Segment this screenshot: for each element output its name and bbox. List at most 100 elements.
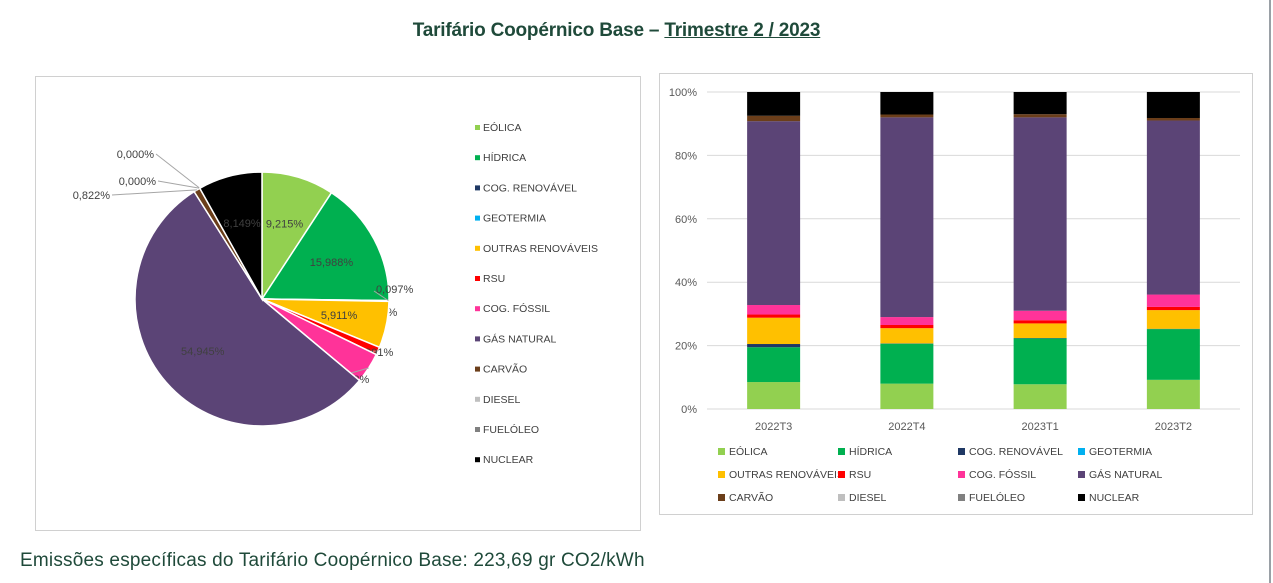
bar-segment-2023t1-gas-natural — [1013, 117, 1067, 311]
bar-segment-2022t3-eolica — [747, 382, 801, 409]
bar-segment-2022t3-outras-renovaveis — [747, 317, 801, 345]
bar-legend-swatch-cog-fossil — [958, 471, 965, 478]
bar-y-tick-label: 100% — [669, 87, 697, 99]
bar-x-tick-label: 2023T2 — [1155, 421, 1192, 433]
bar-legend-swatch-diesel — [838, 494, 845, 501]
bar-segment-2022t4-gas-natural — [880, 117, 934, 318]
pie-label-hidrica: 15,988% — [310, 257, 354, 269]
bar-legend-label-carvao: CARVÃO — [729, 491, 773, 504]
bar-segment-2023t2-nuclear — [1146, 92, 1200, 118]
bar-segment-2023t1-rsu — [1013, 320, 1067, 324]
bar-segment-2023t2-cog-fossil — [1146, 294, 1200, 307]
pie-leader-fueloleo — [155, 153, 201, 189]
pie-legend-swatch-outras-renovaveis — [475, 245, 480, 251]
bar-legend-swatch-outras-renovaveis — [718, 471, 725, 478]
bar-y-tick-label: 80% — [675, 150, 697, 162]
pie-legend-swatch-nuclear — [475, 457, 480, 463]
bar-legend-label-cog-fossil: COG. FÓSSIL — [969, 468, 1036, 481]
pie-legend-label-outras-renovaveis: OUTRAS RENOVÁVEIS — [483, 242, 598, 255]
pie-legend-swatch-eolica — [475, 125, 480, 130]
pie-leader-cog-renovavel — [373, 290, 390, 302]
stacked-bar-chart: 0% 20% 40% 60% 80% 100% 2022T3 2022T4 2023T1 2023… — [669, 87, 1240, 504]
bar-segment-2022t4-nuclear — [880, 92, 934, 115]
bar-segment-2023t1-eolica — [1013, 384, 1067, 409]
pie-label-gas-natural: 54,945% — [181, 346, 225, 358]
bar-x-tick-label: 2022T4 — [888, 421, 925, 433]
pie-chart-panel: 9,215%15,988%0,097%0,000%5,911%0,991%3,8… — [35, 76, 641, 531]
bar-segment-2022t4-carvao — [880, 114, 934, 118]
bar-segment-2023t2-carvao — [1146, 117, 1200, 121]
pie-legend-label-hidrica: HÍDRICA — [483, 151, 526, 164]
pie-legend-label-cog-renovavel: COG. RENOVÁVEL — [483, 181, 577, 194]
window-edge — [1269, 0, 1271, 583]
bar-legend-label-nuclear: NUCLEAR — [1089, 492, 1140, 504]
bar-segment-2023t1-nuclear — [1013, 92, 1067, 115]
bar-legend-swatch-eolica — [718, 448, 725, 455]
bar-legend-label-outras-renovaveis: OUTRAS RENOVÁVEIS — [729, 468, 844, 481]
bar-legend-label-hidrica: HÍDRICA — [849, 445, 892, 458]
bar-segment-2023t1-cog-fossil — [1013, 310, 1067, 321]
bar-segment-2023t2-outras-renovaveis — [1146, 310, 1200, 329]
bar-y-tick-label: 60% — [675, 214, 697, 226]
bar-segment-2022t4-eolica — [880, 383, 934, 409]
bar-legend-swatch-rsu — [838, 471, 845, 478]
bar-legend-swatch-carvao — [718, 494, 725, 501]
pie-legend-swatch-hidrica — [475, 155, 480, 161]
bar-segment-2022t3-cog-renovavel — [747, 344, 801, 348]
bar-legend-label-geotermia: GEOTERMIA — [1089, 446, 1152, 458]
pie-legend-swatch-rsu — [475, 276, 480, 281]
bar-legend-label-diesel: DIESEL — [849, 492, 887, 504]
bar-y-tick-label: 0% — [681, 404, 697, 416]
bar-segment-2022t3-carvao — [747, 115, 801, 122]
bar-segment-2023t2-eolica — [1146, 379, 1200, 409]
bar-legend-swatch-gas-natural — [1078, 471, 1085, 478]
pie-legend-swatch-fueloleo — [475, 427, 480, 432]
bar-segment-2023t2-hidrica — [1146, 329, 1200, 380]
bar-legend-swatch-hidrica — [838, 448, 845, 455]
pie-slice-gas-natural — [134, 190, 361, 427]
bar-y-tick-label: 20% — [675, 341, 697, 353]
pie-slice-hidrica — [260, 191, 390, 302]
bar-chart-panel: 0% 20% 40% 60% 80% 100% 2022T3 2022T4 2023T1 2023… — [659, 73, 1253, 515]
bar-segment-2023t2-rsu — [1146, 306, 1200, 311]
pie-legend-label-cog-fossil: COG. FÓSSIL — [483, 302, 550, 315]
bar-segment-2022t4-outras-renovaveis — [880, 328, 934, 344]
bar-segment-2022t4-rsu — [880, 324, 934, 329]
pie-label-eolica: 9,215% — [266, 219, 304, 231]
pie-chart: 9,215%15,988%0,097%0,000%5,911%0,991%3,8… — [73, 121, 598, 466]
pie-legend-swatch-geotermia — [475, 215, 480, 221]
pie-label-diesel: 0,000% — [119, 176, 157, 188]
pie-legend-swatch-diesel — [475, 396, 480, 402]
bar-x-tick-label: 2022T3 — [755, 421, 792, 433]
bar-segment-2022t3-gas-natural — [747, 121, 801, 306]
bar-legend-swatch-fueloleo — [958, 494, 965, 501]
pie-label-nuclear: 8,149% — [223, 218, 261, 230]
bar-legend-label-fueloleo: FUELÓLEO — [969, 491, 1025, 504]
pie-legend-label-diesel: DIESEL — [483, 394, 521, 406]
bar-segment-2022t3-hidrica — [747, 347, 801, 383]
pie-legend-label-carvao: CARVÃO — [483, 363, 527, 376]
page-title: Tarifário Coopérnico Base – Trimestre 2 … — [0, 20, 1233, 42]
pie-legend-swatch-cog-renovavel — [475, 185, 480, 191]
bar-segment-2023t1-carvao — [1013, 114, 1067, 118]
title-prefix: Tarifário Coopérnico Base – — [412, 20, 665, 41]
pie-slice-nuclear — [198, 171, 263, 302]
pie-legend-label-eolica: EÓLICA — [483, 121, 522, 134]
pie-legend-label-rsu: RSU — [483, 273, 505, 285]
pie-label-carvao: 0,822% — [73, 190, 111, 202]
bar-legend-swatch-nuclear — [1078, 494, 1085, 501]
pie-label-outras-renovaveis: 5,911% — [321, 310, 358, 322]
bar-segment-2023t2-gas-natural — [1146, 120, 1200, 295]
pie-legend-label-nuclear: NUCLEAR — [483, 454, 534, 466]
pie-label-fueloleo: 0,000% — [117, 149, 155, 161]
bar-segment-2022t3-cog-fossil — [747, 305, 801, 315]
bar-segment-2022t4-cog-fossil — [880, 317, 934, 325]
bar-segment-2023t1-hidrica — [1013, 338, 1067, 385]
bar-legend-label-cog-renovavel: COG. RENOVÁVEL — [969, 445, 1063, 458]
bar-legend-swatch-geotermia — [1078, 448, 1085, 455]
pie-legend-label-fueloleo: FUELÓLEO — [483, 423, 539, 436]
bar-legend-label-gas-natural: GÁS NATURAL — [1089, 468, 1162, 481]
emissions-footer: Emissões específicas do Tarifário Coopér… — [20, 550, 645, 571]
pie-leader-carvao — [111, 189, 197, 196]
pie-legend-swatch-gas-natural — [475, 336, 480, 342]
